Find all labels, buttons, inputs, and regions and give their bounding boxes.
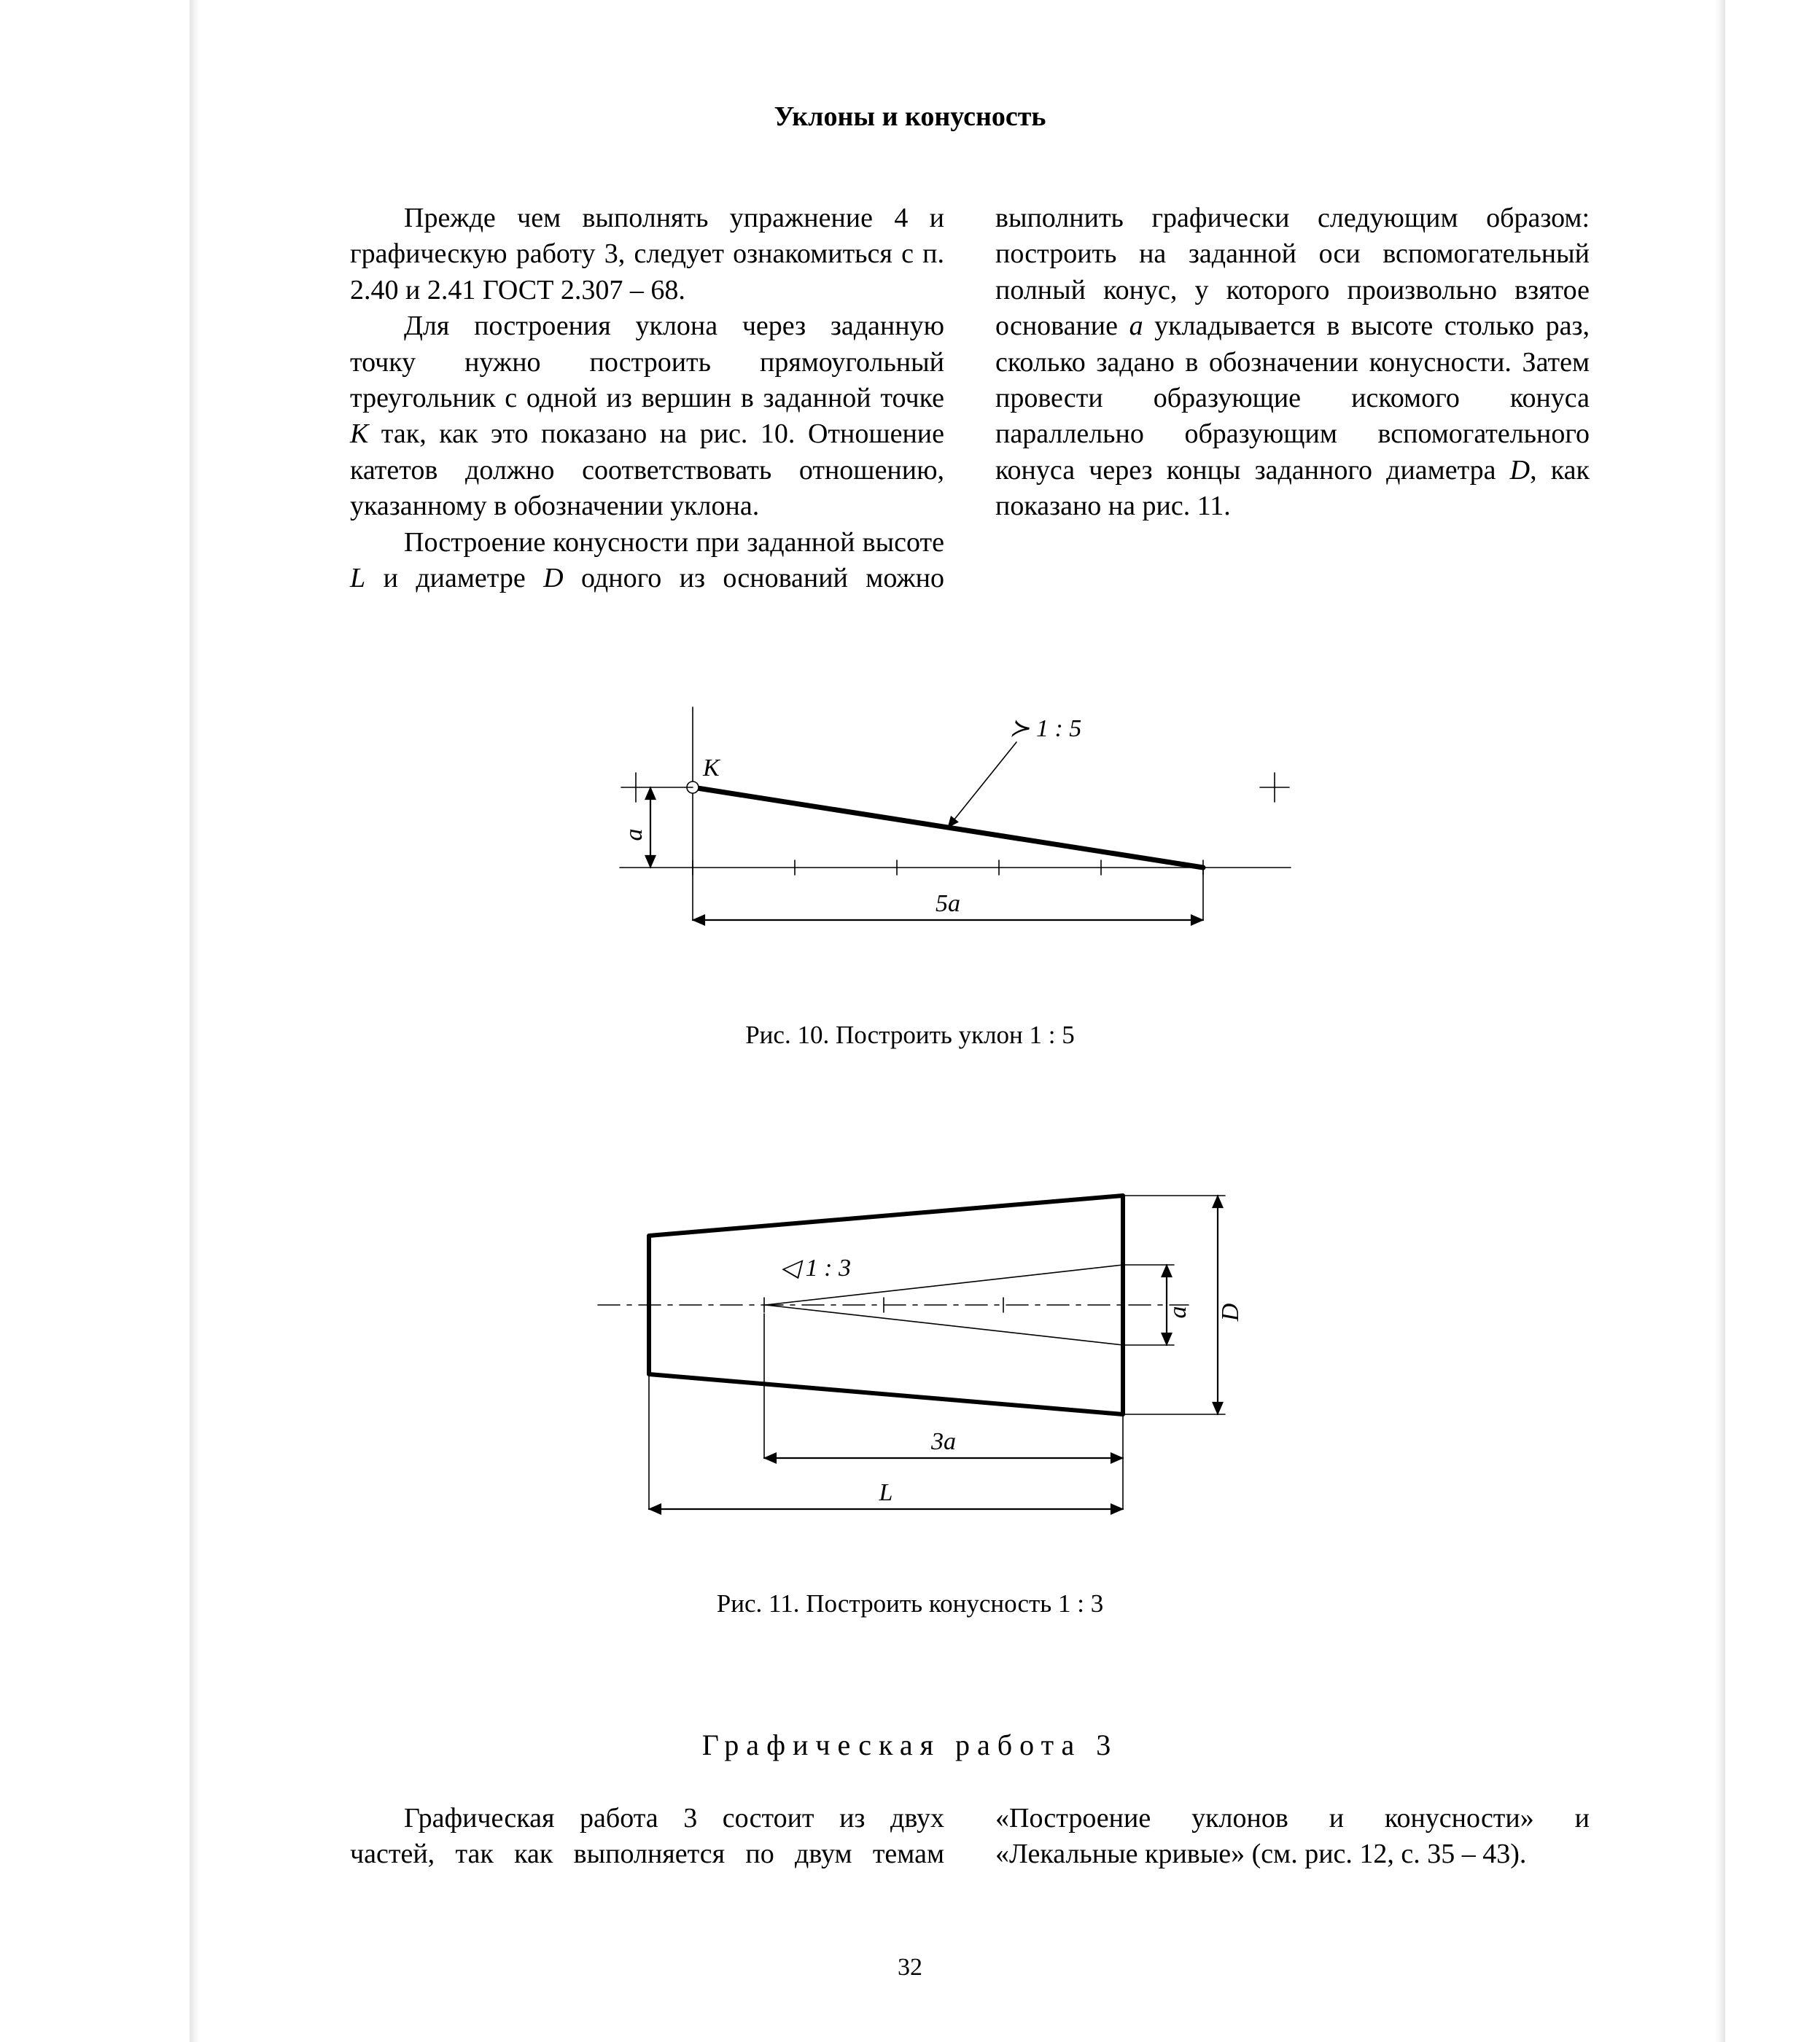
svg-text:◁ 1 : 3: ◁ 1 : 3 <box>780 1255 851 1282</box>
p3-L: L <box>350 563 365 593</box>
p3-D: D <box>543 563 563 593</box>
svg-text:a: a <box>1164 1306 1191 1319</box>
svg-text:≻ 1 : 5: ≻ 1 : 5 <box>1009 715 1081 742</box>
p2-K: К <box>350 418 368 449</box>
section-title: Уклоны и конусность <box>0 101 1820 133</box>
figure-10: ≻ 1 : 5 Кa 5a <box>525 685 1400 991</box>
page: Уклоны и конусность Прежде чем выполнять… <box>0 0 1820 2042</box>
caption-fig11: Рис. 11. Построить конусность 1 : 3 <box>0 1589 1820 1618</box>
page-number: 32 <box>0 1954 1820 1981</box>
paragraph-1: Прежде чем выполнять упражнение 4 и граф… <box>350 200 944 308</box>
body-columns-2: Графическая работа 3 состоит из двух час… <box>350 1801 1590 1873</box>
svg-text:3a: 3a <box>930 1428 956 1455</box>
svg-text:D: D <box>1217 1303 1244 1322</box>
figure-11: ◁ 1 : 3 a D 3a L <box>540 1137 1334 1567</box>
p3-b: и диаметре <box>365 563 543 593</box>
body-columns: Прежде чем выполнять упражнение 4 и граф… <box>350 200 1590 596</box>
p3-a2: а <box>1129 311 1143 341</box>
p3-a: Построение конусности при заданной высот… <box>404 527 944 558</box>
svg-text:a: a <box>621 829 648 841</box>
paragraph-4: Графическая работа 3 состоит из двух час… <box>350 1801 1590 1873</box>
caption-fig10: Рис. 10. Построить уклон 1 : 5 <box>0 1021 1820 1050</box>
subheading-graph-work-3: Графическая работа 3 <box>0 1728 1820 1762</box>
paragraph-2: Для построения уклона через заданную точ… <box>350 308 944 524</box>
svg-text:5a: 5a <box>936 890 960 917</box>
svg-text:К: К <box>702 755 721 782</box>
p2-a: Для построения уклона через заданную точ… <box>350 311 944 413</box>
svg-text:L: L <box>879 1479 893 1506</box>
p2-b: так, как это показано на рис. 10. Отноше… <box>350 418 944 521</box>
p3-D2: D <box>1510 455 1530 486</box>
